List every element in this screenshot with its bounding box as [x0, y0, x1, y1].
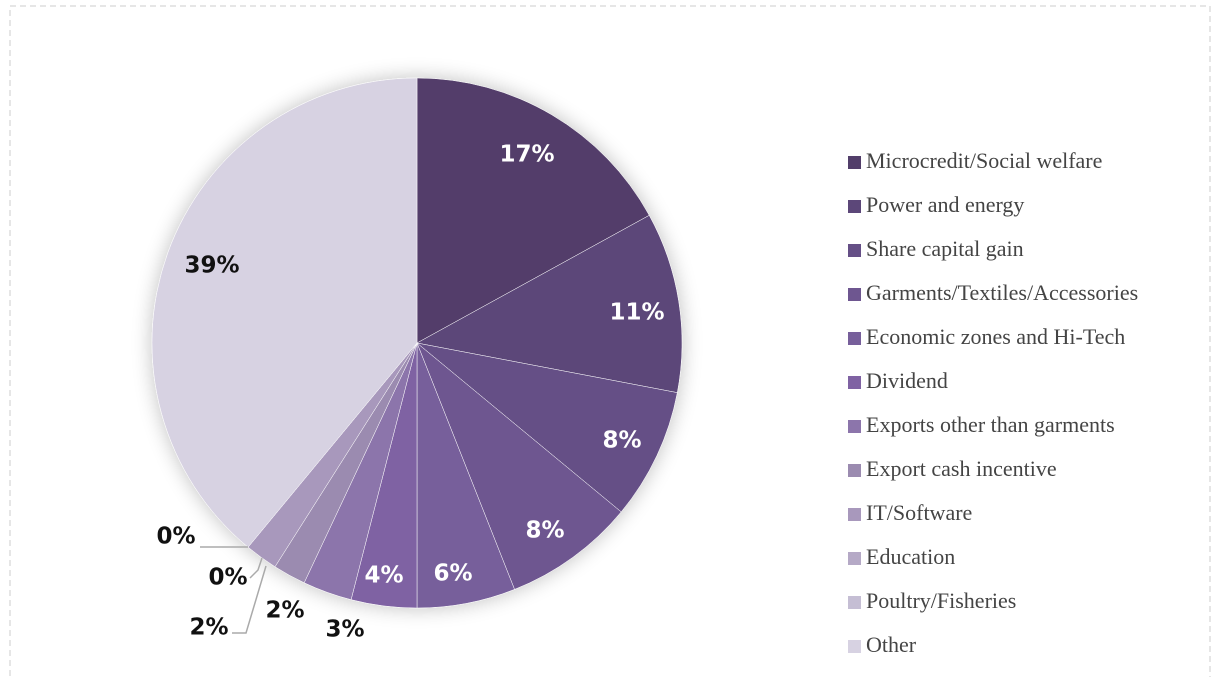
legend-label: Other [866, 632, 917, 657]
legend-swatch [848, 156, 861, 169]
data-label: 4% [364, 563, 403, 589]
legend-label: Garments/Textiles/Accessories [866, 280, 1138, 305]
legend-swatch [848, 552, 861, 565]
pie-slice [416, 342, 678, 513]
leader-line [249, 557, 263, 579]
legend-label: Poultry/Fisheries [866, 588, 1016, 613]
legend-label: Export cash incentive [866, 456, 1057, 481]
data-label: 2% [265, 598, 304, 624]
data-label: 6% [433, 561, 472, 587]
legend-label: Dividend [866, 368, 948, 393]
data-label: 8% [602, 428, 641, 454]
legend-swatch [848, 464, 861, 477]
legend-label: Microcredit/Social welfare [866, 148, 1102, 173]
legend-label: Education [866, 544, 955, 569]
data-label: 2% [189, 615, 228, 641]
data-label: 39% [184, 253, 239, 279]
legend-swatch [848, 420, 861, 433]
data-label: 3% [325, 617, 364, 643]
legend-label: Power and energy [866, 192, 1024, 217]
frame [9, 5, 1211, 682]
data-label: 11% [609, 300, 664, 326]
legend-swatch [848, 244, 861, 257]
pie-slice [151, 77, 418, 548]
legend-swatch [848, 596, 861, 609]
legend-swatch [848, 508, 861, 521]
legend-swatch [848, 200, 861, 213]
legend-label: Exports other than garments [866, 412, 1115, 437]
data-label: 17% [499, 142, 554, 168]
data-label: 8% [525, 518, 564, 544]
data-label: 0% [156, 524, 195, 550]
pie-slice [416, 214, 683, 393]
pie-slice [416, 342, 622, 590]
pie-slice [416, 77, 650, 344]
data-label: 0% [208, 565, 247, 591]
legend-label: Share capital gain [866, 236, 1024, 261]
pie [151, 77, 683, 609]
leader-line [232, 565, 267, 634]
legend-swatch [848, 332, 861, 345]
legend-label: IT/Software [866, 500, 972, 525]
legend-label: Economic zones and Hi-Tech [866, 324, 1125, 349]
legend-swatch [848, 288, 861, 301]
legend-swatch [848, 376, 861, 389]
legend-swatch [848, 640, 861, 653]
